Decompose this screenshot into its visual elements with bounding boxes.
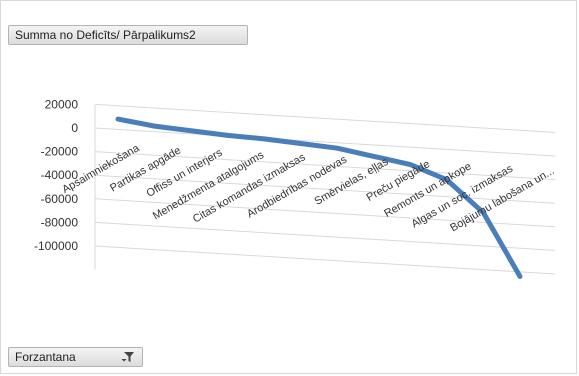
gridline xyxy=(94,221,556,251)
y-axis-ticks: 20000 0 -20000 -40000 -60000 -80000 -100000 xyxy=(34,97,78,253)
filter-field-label: Forzantana xyxy=(15,350,76,364)
gridline xyxy=(94,198,556,228)
gridline xyxy=(94,151,556,181)
gridline xyxy=(94,245,556,275)
value-field-button[interactable]: Summa no Deficīts/ Pārpalikums2 xyxy=(8,25,248,45)
filter-dropdown-icon xyxy=(121,352,134,362)
y-tick-label: -80000 xyxy=(41,215,79,229)
y-tick-label: -60000 xyxy=(41,192,79,206)
y-tick-label: 0 xyxy=(71,121,78,135)
y-tick-label: -40000 xyxy=(41,168,79,182)
y-tick-label: 20000 xyxy=(45,97,79,111)
gridline xyxy=(94,103,556,133)
y-tick-label: -20000 xyxy=(41,145,79,159)
filter-field-button[interactable]: Forzantana xyxy=(8,347,143,367)
gridline xyxy=(94,174,556,204)
series-line[interactable] xyxy=(115,116,523,279)
y-tick-label: -100000 xyxy=(34,239,78,253)
series xyxy=(115,116,523,279)
gridlines xyxy=(94,103,556,275)
gridline xyxy=(94,127,556,157)
